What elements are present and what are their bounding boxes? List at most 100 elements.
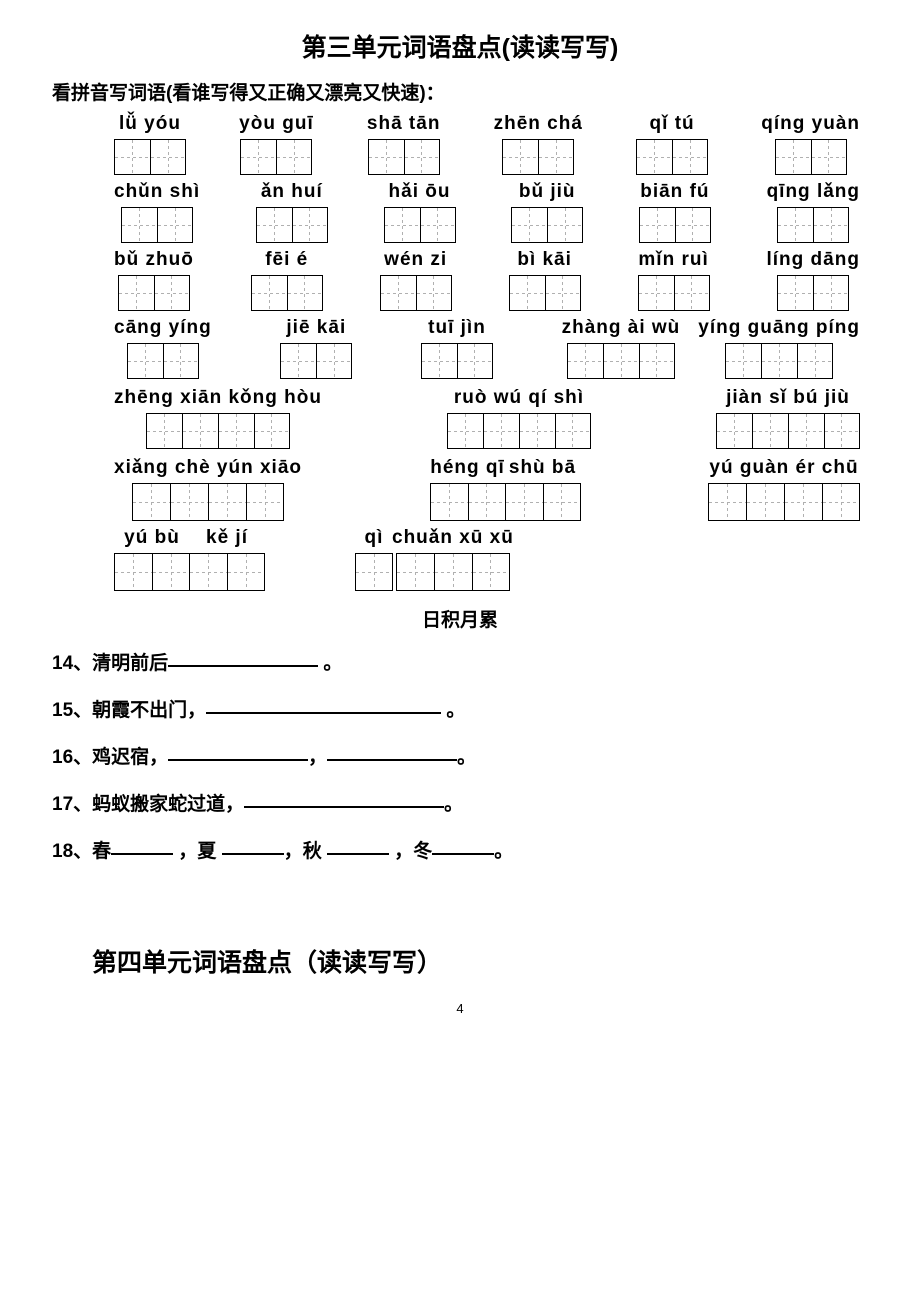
pinyin-cell: hǎi ōu	[384, 181, 456, 243]
pinyin-label: bǔ zhuō	[114, 249, 194, 271]
tianzige-box	[152, 553, 190, 591]
tianzige-box	[170, 483, 208, 521]
tianzige-box	[280, 343, 316, 379]
pinyin-label: qíng yuàn	[761, 113, 860, 135]
box-row	[251, 275, 323, 311]
cell-zhangai-yingguang: zhàng ài wù yíng guāng píng	[562, 317, 860, 379]
tianzige-box	[638, 275, 674, 311]
page-number: 4	[52, 1001, 868, 1016]
tianzige-box	[163, 343, 199, 379]
tianzige-box	[182, 413, 218, 449]
tianzige-box	[483, 413, 519, 449]
tianzige-box	[784, 483, 822, 521]
tianzige-box	[675, 207, 711, 243]
tianzige-box	[511, 207, 547, 243]
pinyin-label: líng dāng	[767, 249, 860, 271]
tianzige-box	[121, 207, 157, 243]
pinyin-label: bì kāi	[517, 249, 572, 271]
tianzige-box	[380, 275, 416, 311]
tianzige-box	[519, 413, 555, 449]
tianzige-box	[468, 483, 506, 521]
pinyin-cell: biān fú	[639, 181, 711, 243]
pinyin-label: hǎi ōu	[389, 181, 451, 203]
box-row	[121, 207, 193, 243]
tianzige-box	[118, 275, 154, 311]
box-row	[511, 207, 583, 243]
pinyin-cell: qīng lǎng	[767, 181, 860, 243]
pinyin-cell: bǔ zhuō	[114, 249, 194, 311]
tianzige-box	[545, 275, 581, 311]
pinyin-cell: qíng yuàn	[761, 113, 860, 175]
tianzige-box	[416, 275, 452, 311]
pinyin-row: bǔ zhuōfēi éwén zibì kāimǐn ruìlíng dāng	[52, 249, 868, 311]
tianzige-box	[538, 139, 574, 175]
tianzige-box	[154, 275, 190, 311]
tianzige-box	[246, 483, 284, 521]
tianzige-box	[813, 275, 849, 311]
pinyin-label: mǐn ruì	[638, 249, 708, 271]
tianzige-box	[404, 139, 440, 175]
box-row	[509, 275, 581, 311]
fill-15: 15、朝霞不出门， 。	[52, 695, 868, 722]
tianzige-box	[132, 483, 170, 521]
tianzige-box	[813, 207, 849, 243]
unit4-title: 第四单元词语盘点（读读写写）	[52, 943, 868, 979]
tianzige-box	[384, 207, 420, 243]
pinyin-label: biān fú	[640, 181, 709, 203]
tianzige-box	[505, 483, 543, 521]
tianzige-box	[716, 413, 752, 449]
tianzige-box	[746, 483, 784, 521]
pinyin-label: lǚ yóu	[119, 113, 181, 135]
box-row	[368, 139, 440, 175]
tianzige-box	[251, 275, 287, 311]
tianzige-box	[472, 553, 510, 591]
tianzige-box	[434, 553, 472, 591]
tianzige-box	[150, 139, 186, 175]
tianzige-box	[157, 207, 193, 243]
tianzige-box	[208, 483, 246, 521]
tianzige-box	[788, 413, 824, 449]
tianzige-box	[567, 343, 603, 379]
tianzige-box	[457, 343, 493, 379]
cell-tuijin: tuī jìn	[421, 317, 493, 379]
tianzige-box	[777, 275, 813, 311]
tianzige-box	[227, 553, 265, 591]
pinyin-label: wén zi	[384, 249, 447, 271]
cell-yubukeji: yú bù kě jí	[114, 527, 265, 591]
tianzige-box	[777, 207, 813, 243]
unit3-title: 第三单元词语盘点(读读写写)	[52, 28, 868, 64]
pinyin-label: yòu guī	[239, 113, 314, 135]
box-row	[639, 207, 711, 243]
tianzige-box	[543, 483, 581, 521]
box-row	[638, 275, 710, 311]
tianzige-box	[430, 483, 468, 521]
cell-qichuan: qì chuǎn xū xū	[355, 527, 514, 591]
box-row	[777, 275, 849, 311]
tianzige-box	[761, 343, 797, 379]
tianzige-box	[420, 207, 456, 243]
tianzige-box	[287, 275, 323, 311]
fill-16: 16、鸡迟宿，，。	[52, 742, 868, 769]
tianzige-box	[396, 553, 434, 591]
pinyin-label: shā tān	[367, 113, 441, 135]
tianzige-box	[708, 483, 746, 521]
cell-yuguan: yú guàn ér chū	[708, 457, 860, 521]
cell-jiansi: jiàn sǐ bú jiù	[716, 387, 860, 449]
tianzige-box	[752, 413, 788, 449]
cell-jiekai: jiē kāi	[280, 317, 352, 379]
tianzige-box	[292, 207, 328, 243]
cell-xiangche: xiǎng chè yún xiāo	[114, 457, 302, 521]
tianzige-box	[218, 413, 254, 449]
cell-hengqi-shuba: héng qī shù bā	[430, 457, 581, 521]
tianzige-box	[824, 413, 860, 449]
box-row	[777, 207, 849, 243]
box-row	[118, 275, 190, 311]
tianzige-box	[421, 343, 457, 379]
box-row	[502, 139, 574, 175]
tianzige-box	[276, 139, 312, 175]
box-row	[775, 139, 847, 175]
tianzige-box	[555, 413, 591, 449]
instruction-line: 看拼音写词语(看谁写得又正确又漂亮又快速)：	[52, 78, 868, 105]
pinyin-cell: wén zi	[380, 249, 452, 311]
pinyin-cell: líng dāng	[767, 249, 860, 311]
